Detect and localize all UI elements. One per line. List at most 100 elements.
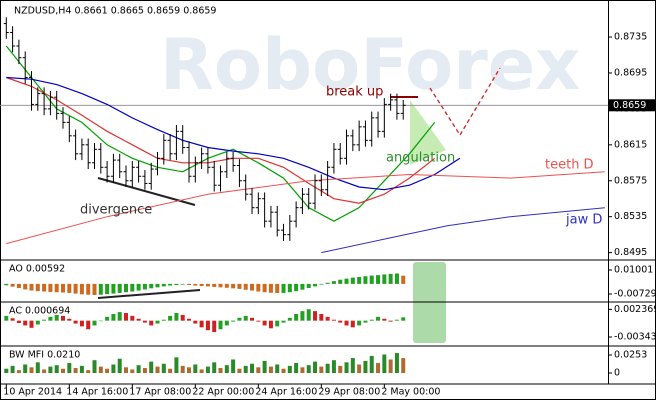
bar [168,283,173,286]
bar [382,318,387,321]
bar [42,369,47,374]
bar [369,319,374,321]
bar [149,283,154,289]
bar [111,314,116,321]
bar [155,283,160,288]
bar [338,365,343,374]
bar [105,316,110,321]
bar [306,365,311,374]
bar [350,277,355,284]
bar [250,363,255,374]
bar [161,319,166,321]
bar [369,355,374,374]
y-tick-label: 0.8735 [614,32,647,43]
bar [237,317,242,321]
bar [136,283,141,291]
y-tick-label: 0.01001 [614,265,653,276]
bar [79,365,84,374]
bar [35,362,40,374]
indicator-line [6,76,436,204]
bar [394,273,399,284]
bar [243,283,248,290]
bar [331,319,336,321]
bar [124,313,129,321]
bar [35,320,40,325]
bar [363,360,368,374]
bar [16,283,21,289]
bar [16,320,21,324]
bar [61,315,66,321]
bar [117,283,122,293]
bar [29,320,34,328]
bar [23,320,28,326]
bar [174,357,179,374]
divergence-line [97,289,201,299]
bar [401,317,406,321]
bar [218,283,223,288]
bar [224,320,229,326]
y-tick-label: 0.8575 [614,175,647,186]
bar [325,282,330,284]
bar [300,283,305,290]
bar [306,309,311,321]
bar [325,363,330,374]
bar [79,283,84,295]
bar [281,283,286,293]
last-price-label: 0.8659 [613,100,646,111]
bar [231,359,236,374]
bar [275,283,280,294]
bar [117,358,122,374]
bar [388,320,393,322]
bar [331,360,336,374]
bar [161,363,166,374]
bar [250,317,255,321]
bar [86,370,91,374]
x-tick-label: 2 May 00:00 [381,387,440,398]
bar [231,283,236,289]
bar [350,358,355,374]
bar [313,283,318,287]
bar [136,318,141,321]
bar [319,366,324,374]
bar [54,365,59,374]
bar [382,274,387,284]
bar [199,283,204,286]
bar [313,311,318,321]
bar [86,283,91,295]
bar [10,283,15,287]
bar [382,354,387,374]
bar [111,283,116,294]
bar [281,320,286,323]
bar [256,283,261,292]
bar [401,358,406,374]
indicator-line [5,45,436,222]
last-price-box [609,99,655,112]
bar [319,314,324,321]
bar [294,363,299,374]
bar [61,283,66,293]
bar [92,360,97,374]
bar [67,318,72,321]
bar [369,275,374,284]
bar [48,366,53,374]
bar [250,283,255,291]
bar [376,275,381,284]
line-label: teeth D [545,158,594,173]
bar [287,317,292,321]
x-tick-label: 29 Apr 08:00 [318,387,380,398]
bar [212,283,217,287]
forecast-line [429,67,501,137]
pane-title: AO 0.00592 [9,264,65,275]
bar [155,320,160,324]
bar [294,283,299,292]
bar [48,283,53,292]
bar [92,283,97,295]
bar [363,276,368,284]
bar [35,283,40,292]
bar [180,314,185,321]
bar [313,361,318,374]
bar [174,283,179,285]
bar [79,320,84,327]
y-tick-label: 0 [614,368,620,379]
indicator-line [321,207,605,254]
